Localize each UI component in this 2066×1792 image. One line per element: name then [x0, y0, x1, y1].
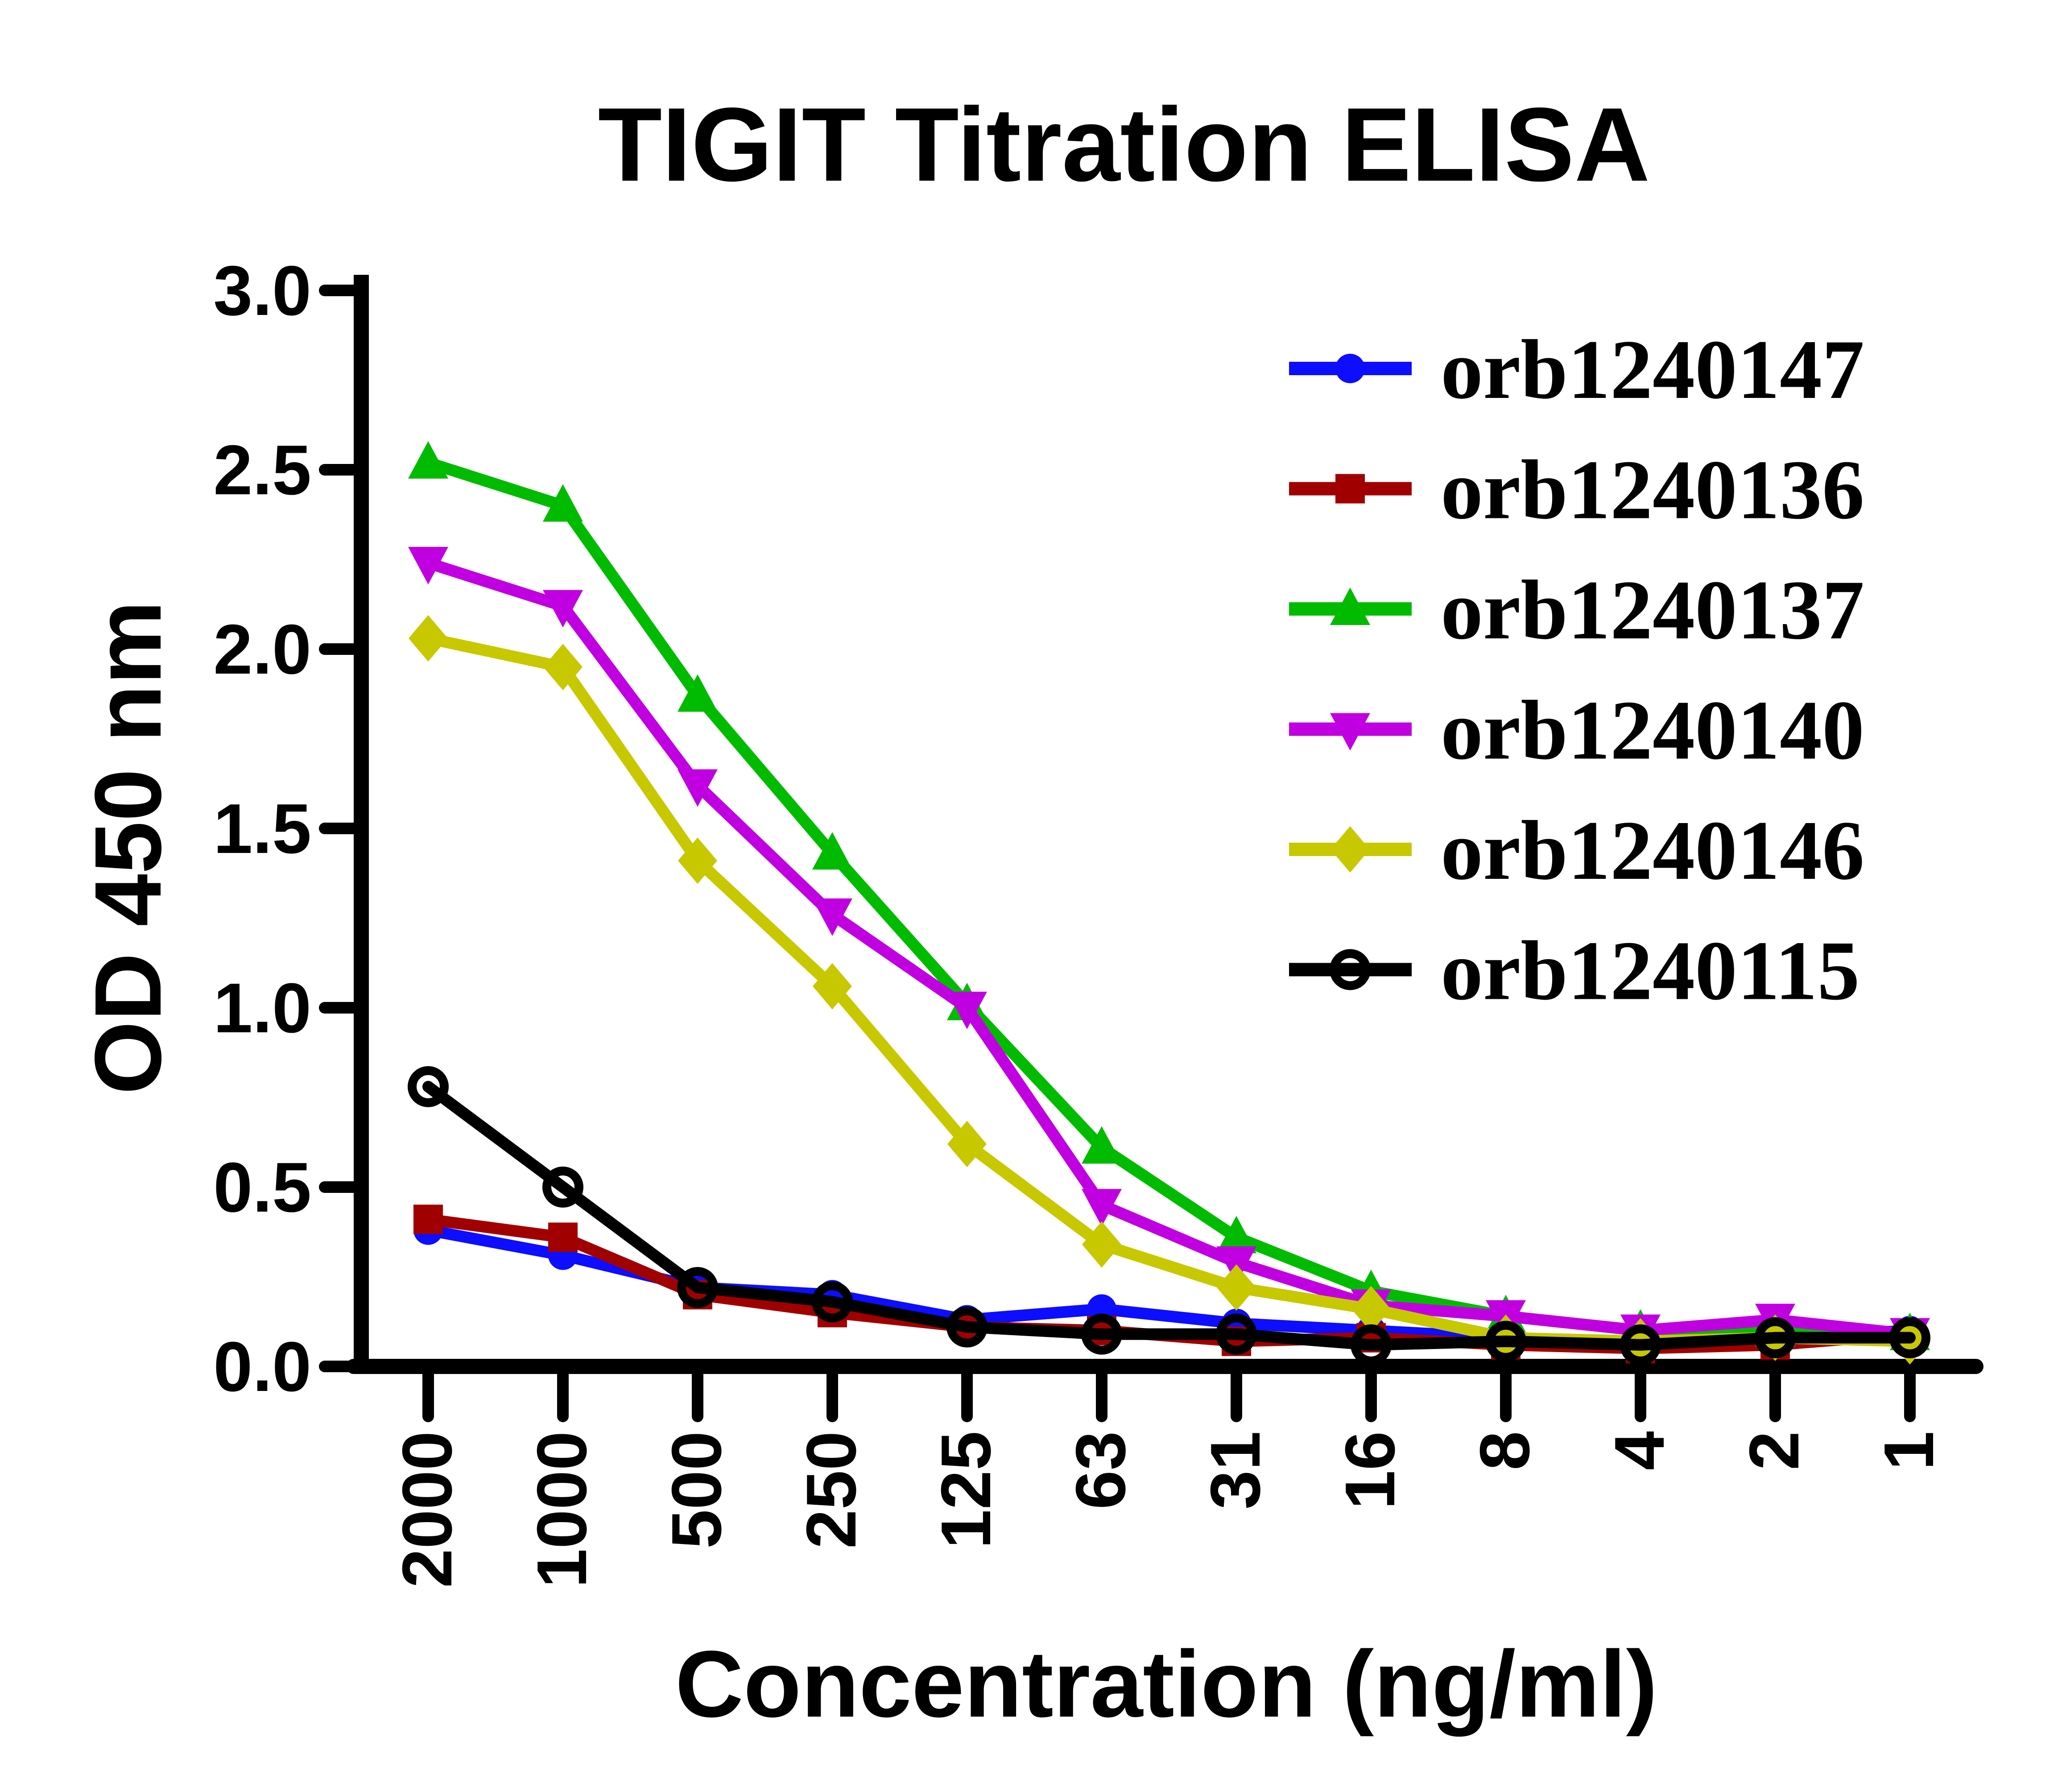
legend-marker-triangle-up	[1330, 588, 1370, 625]
x-tick-label: 1	[1870, 1431, 1948, 1470]
y-tick-label: 2.5	[213, 431, 311, 509]
series-orb1240146-point	[1217, 1264, 1256, 1311]
legend-label: orb1240147	[1441, 323, 1864, 417]
series-orb1240146-point	[1351, 1286, 1391, 1333]
legend-label: orb1240136	[1441, 443, 1864, 537]
legend-item-orb1240115: orb1240115	[1289, 924, 1860, 1018]
series-orb1240115-point	[1755, 1317, 1796, 1358]
legend-marker-triangle-down	[1330, 713, 1370, 751]
series-orb1240137-point	[408, 441, 448, 479]
y-axis-label: OD 450 nm	[75, 600, 181, 1095]
y-tick-label: 0.5	[213, 1148, 311, 1227]
series-orb1240136-point	[548, 1222, 578, 1252]
series-orb1240115-line	[422, 1080, 1916, 1351]
legend-marker-square	[1335, 474, 1365, 504]
series-orb1240140-line	[422, 557, 1916, 1340]
legend-item-orb1240140: orb1240140	[1289, 684, 1864, 778]
legend-item-orb1240147: orb1240147	[1289, 323, 1864, 417]
x-axis-label: Concentration (ng/ml)	[675, 1631, 1657, 1737]
legend-label: orb1240140	[1441, 684, 1864, 778]
series-orb1240115-point	[408, 1066, 449, 1107]
series-orb1240140-point	[1082, 1189, 1122, 1227]
series-orb1240115-point	[1081, 1313, 1122, 1355]
series-orb1240146-point	[1082, 1221, 1121, 1268]
series-orb1240146-point	[947, 1121, 987, 1167]
x-tick-label: 31	[1196, 1431, 1275, 1510]
series-orb1240146-point	[409, 615, 448, 662]
legend-marker-circle	[1335, 354, 1365, 383]
legend-label: orb1240137	[1441, 563, 1864, 657]
series-orb1240137-point	[1216, 1216, 1256, 1254]
y-tick-label: 2.0	[213, 610, 311, 689]
series-orb1240115-point	[1485, 1320, 1526, 1362]
series-orb1240140-point	[408, 547, 448, 585]
series-orb1240115-point	[946, 1306, 988, 1348]
legend-item-orb1240136: orb1240136	[1289, 443, 1864, 537]
series-orb1240140-point	[947, 992, 987, 1029]
legend: orb1240147 orb1240136 orb1240137 orb1240140…	[1289, 323, 1864, 1018]
legend-marker-diamond	[1331, 826, 1370, 873]
series-orb1240136-point	[413, 1204, 443, 1234]
series-orb1240146-point	[813, 963, 852, 1010]
legend-label: orb1240146	[1441, 804, 1864, 898]
y-tick-label: 0.0	[213, 1328, 311, 1406]
series-orb1240146-point	[543, 644, 583, 691]
legend-item-orb1240137: orb1240137	[1289, 563, 1864, 657]
x-tick-label: 4	[1600, 1431, 1679, 1470]
series-orb1240140-point	[543, 590, 583, 628]
y-tick-label: 3.0	[213, 252, 311, 330]
series-orb1240115-point	[1216, 1313, 1257, 1355]
series-orb1240115-point	[677, 1267, 718, 1308]
series-orb1240137-point	[678, 674, 718, 712]
x-tick-label: 1000	[523, 1431, 601, 1588]
series-orb1240140-point	[678, 769, 718, 807]
series-orb1240115	[408, 1066, 1930, 1366]
x-tick-label: 2	[1735, 1431, 1814, 1470]
legend-marker-open-circle	[1330, 949, 1371, 990]
series-orb1240137-point	[812, 832, 852, 870]
series-orb1240115-point	[1351, 1324, 1392, 1366]
series-orb1240115-point	[542, 1167, 583, 1208]
legend-item-orb1240146: orb1240146	[1289, 804, 1864, 898]
chart-title: TIGIT Titration ELISA	[598, 86, 1650, 203]
x-tick-label: 250	[792, 1431, 871, 1549]
series-orb1240115-point	[812, 1281, 853, 1323]
series-orb1240146-point	[678, 837, 717, 884]
x-tick-label: 16	[1331, 1431, 1409, 1510]
series-orb1240137-point	[1082, 1126, 1122, 1164]
series-orb1240140-point	[812, 898, 852, 936]
series-orb1240115-point	[1620, 1324, 1661, 1366]
x-tick-label: 500	[657, 1431, 736, 1549]
x-tick-label: 2000	[388, 1431, 467, 1588]
x-tick-label: 8	[1466, 1431, 1544, 1470]
x-tick-label: 63	[1062, 1431, 1140, 1510]
x-tick-label: 125	[927, 1431, 1005, 1549]
plot-series	[408, 441, 1930, 1366]
y-tick-label: 1.0	[213, 969, 311, 1047]
axes: 0.0 0.5 1.0 1.5 2.0 2.5 3.0 2000 1000 500 250 125 63…	[213, 252, 1983, 1588]
y-tick-label: 1.5	[213, 790, 311, 868]
series-orb1240115-point	[1889, 1317, 1930, 1358]
legend-label: orb1240115	[1441, 924, 1860, 1018]
series-orb1240137-point	[543, 484, 583, 522]
